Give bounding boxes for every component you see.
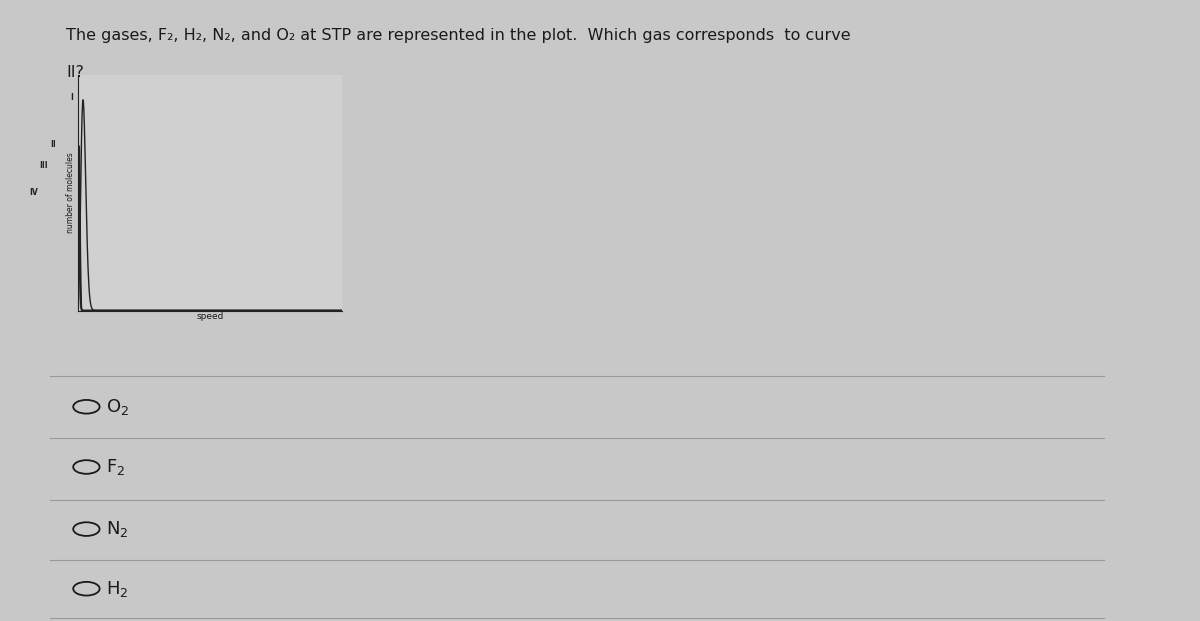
Text: II: II [49,140,55,148]
Text: IV: IV [30,188,38,197]
X-axis label: speed: speed [197,312,223,321]
Text: II?: II? [66,65,84,80]
Text: O$_2$: O$_2$ [106,397,128,417]
Text: I: I [71,93,73,102]
Y-axis label: number of molecules: number of molecules [66,152,76,233]
Text: III: III [40,161,48,170]
Text: H$_2$: H$_2$ [106,579,128,599]
Text: F$_2$: F$_2$ [106,457,125,477]
Text: N$_2$: N$_2$ [106,519,128,539]
Text: The gases, F₂, H₂, N₂, and O₂ at STP are represented in the plot.  Which gas cor: The gases, F₂, H₂, N₂, and O₂ at STP are… [66,28,851,43]
